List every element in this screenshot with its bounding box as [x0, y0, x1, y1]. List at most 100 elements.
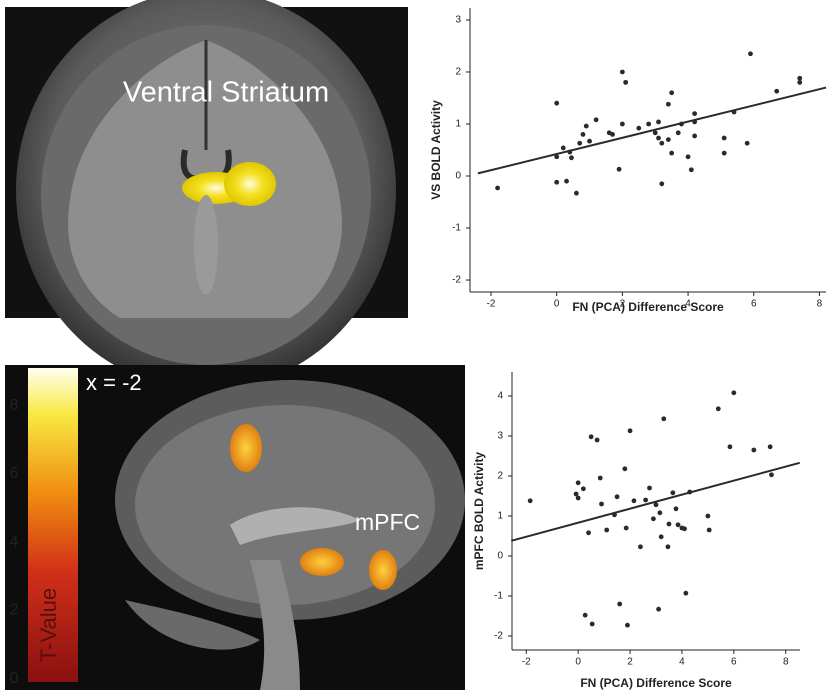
data-point [598, 476, 603, 481]
y-tick-label: -2 [452, 275, 461, 286]
data-point [610, 132, 615, 137]
colorbar-tick-label: 2 [10, 602, 19, 619]
data-point [624, 526, 629, 531]
data-point [748, 51, 753, 56]
x-axis-title: FN (PCA) Difference Score [580, 676, 732, 690]
fit-line [478, 88, 826, 174]
data-point [722, 136, 727, 141]
data-point [638, 544, 643, 549]
y-tick-label: -1 [452, 223, 461, 234]
y-tick-label: 4 [497, 391, 503, 402]
coronal-image [5, 0, 408, 390]
x-tick-label: 2 [627, 657, 633, 668]
data-point [554, 101, 559, 106]
y-axis-title: VS BOLD Activity [429, 100, 443, 200]
colorbar-tick-label: 6 [10, 465, 19, 482]
data-point [564, 179, 569, 184]
data-point [797, 76, 802, 81]
data-point [617, 602, 622, 607]
data-point [604, 528, 609, 533]
data-point [495, 186, 500, 191]
x-axis-title: FN (PCA) Difference Score [572, 300, 724, 314]
colorbar-tick-label: 8 [10, 397, 19, 414]
x-tick-label: -2 [522, 657, 531, 668]
x-tick-label: -2 [487, 299, 496, 310]
data-point [686, 154, 691, 159]
y-tick-label: 2 [497, 471, 503, 482]
data-point [682, 526, 687, 531]
data-point [554, 180, 559, 185]
data-point [666, 544, 671, 549]
data-point [647, 486, 652, 491]
colorbar-tick-label: 4 [10, 533, 19, 550]
data-point [617, 167, 622, 172]
colorbar-title: T-Value [36, 588, 61, 662]
data-point [769, 472, 774, 477]
data-point [751, 448, 756, 453]
figure: Ventral Striatum x = -2 mPFC T-Value 0 2 4… [0, 0, 828, 695]
y-tick-label: 2 [455, 67, 461, 78]
data-point [646, 122, 651, 127]
data-point [707, 528, 712, 533]
data-point [628, 428, 633, 433]
data-point [797, 80, 802, 85]
region-label: mPFC [355, 509, 420, 535]
data-point [569, 155, 574, 160]
data-point [705, 514, 710, 519]
data-point [615, 494, 620, 499]
data-point [653, 130, 658, 135]
data-point [692, 111, 697, 116]
data-point [656, 120, 661, 125]
data-point [722, 151, 727, 156]
data-point [657, 510, 662, 515]
data-point [659, 534, 664, 539]
data-point [656, 136, 661, 141]
data-point [669, 90, 674, 95]
data-point [731, 390, 736, 395]
data-point [589, 434, 594, 439]
x-tick-label: 8 [783, 657, 789, 668]
x-tick-label: 6 [751, 299, 757, 310]
data-point [636, 126, 641, 131]
data-point [584, 124, 589, 129]
data-point [656, 607, 661, 612]
data-point [587, 139, 592, 144]
data-point [620, 70, 625, 75]
region-label: Ventral Striatum [123, 77, 329, 109]
data-point [667, 522, 672, 527]
slice-label: x = -2 [86, 370, 142, 395]
x-tick-label: 0 [554, 299, 560, 310]
x-tick-label: 4 [679, 657, 685, 668]
data-point [599, 502, 604, 507]
data-point [651, 516, 656, 521]
page: Ventral Striatum x = -2 mPFC T-Value 0 2 4… [0, 0, 828, 695]
data-point [586, 530, 591, 535]
fit-line [511, 463, 800, 541]
data-point [689, 167, 694, 172]
data-point [576, 480, 581, 485]
x-tick-label: 6 [731, 657, 737, 668]
y-tick-label: 1 [497, 511, 503, 522]
y-tick-label: -1 [494, 591, 503, 602]
data-point [576, 496, 581, 501]
y-tick-label: 0 [497, 551, 503, 562]
data-point [692, 134, 697, 139]
data-point [659, 181, 664, 186]
data-point [581, 132, 586, 137]
data-point [728, 444, 733, 449]
x-tick-label: 0 [575, 657, 581, 668]
data-point [768, 444, 773, 449]
data-point [669, 151, 674, 156]
data-point [676, 130, 681, 135]
data-point [659, 141, 664, 146]
y-axis-title: mPFC BOLD Activity [472, 452, 486, 571]
data-point [670, 490, 675, 495]
data-point [666, 102, 671, 107]
y-tick-label: 3 [497, 431, 503, 442]
data-point [774, 89, 779, 94]
data-point [674, 506, 679, 511]
data-point [623, 80, 628, 85]
data-point [666, 137, 671, 142]
y-tick-label: 1 [455, 119, 461, 130]
data-point [745, 141, 750, 146]
